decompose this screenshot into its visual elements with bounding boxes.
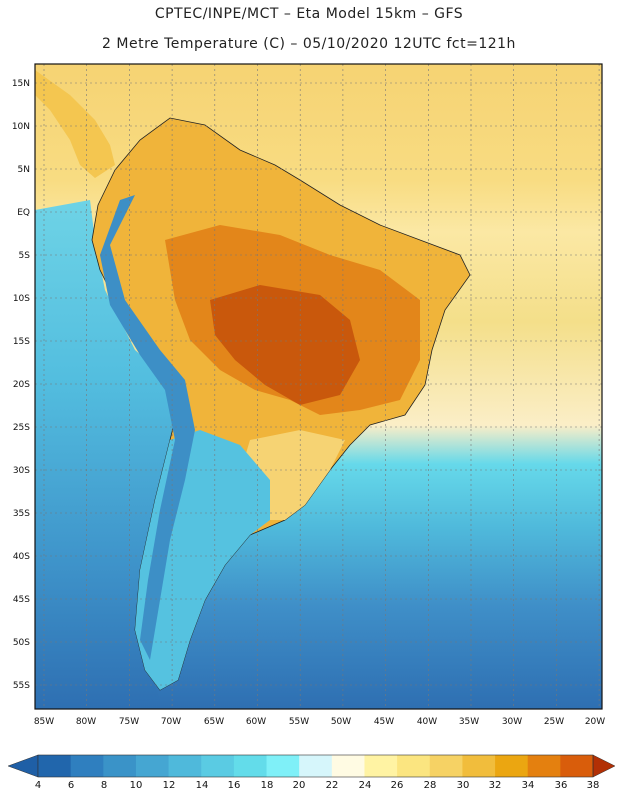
- colorbar-segment: [299, 755, 333, 777]
- longitude-labels: 85W 80W 75W 70W 65W 60W 55W 50W 45W 40W …: [34, 717, 605, 727]
- colorbar-over-arrow: [592, 754, 616, 778]
- temperature-colorbar: [7, 754, 616, 778]
- colorbar-segment: [233, 755, 268, 777]
- map-frame: [34, 63, 603, 710]
- colorbar-segment: [364, 755, 398, 777]
- lat-label-50s: 50S: [13, 638, 30, 648]
- lat-label-eq: EQ: [17, 208, 30, 218]
- colorbar-label-28: 28: [424, 780, 437, 791]
- colorbar-label-18: 18: [261, 780, 274, 791]
- lat-label-35s: 35S: [13, 509, 30, 519]
- colorbar-segment: [331, 755, 365, 777]
- colorbar-label-36: 36: [555, 780, 568, 791]
- colorbar-under-arrow: [7, 754, 39, 778]
- lon-label-80w: 80W: [76, 717, 96, 727]
- lon-label-35w: 35W: [459, 717, 479, 727]
- colorbar-label-12: 12: [163, 780, 176, 791]
- lon-label-85w: 85W: [34, 717, 54, 727]
- lon-label-30w: 30W: [502, 717, 522, 727]
- title-line-2: 2 Metre Temperature (C) – 05/10/2020 12U…: [102, 36, 516, 52]
- colorbar-label-32: 32: [489, 780, 502, 791]
- very-hot-core: [210, 285, 360, 405]
- colorbar-label-22: 22: [326, 780, 339, 791]
- colorbar-segment: [135, 755, 170, 777]
- lat-label-15n: 15N: [12, 79, 30, 89]
- colorbar-label-8: 8: [101, 780, 107, 791]
- colorbar-label-30: 30: [457, 780, 470, 791]
- colorbar-segment: [168, 755, 202, 777]
- colorbar-label-24: 24: [359, 780, 372, 791]
- lon-label-75w: 75W: [119, 717, 139, 727]
- lat-label-15s: 15S: [13, 337, 30, 347]
- lat-label-55s: 55S: [13, 681, 30, 691]
- colorbar-label-26: 26: [391, 780, 404, 791]
- colorbar-label-38: 38: [587, 780, 600, 791]
- lon-label-20w: 20W: [585, 717, 605, 727]
- colorbar-label-34: 34: [522, 780, 535, 791]
- colorbar-segment: [429, 755, 463, 777]
- lon-label-65w: 65W: [204, 717, 224, 727]
- colorbar-segment: [70, 755, 104, 777]
- lon-label-45w: 45W: [374, 717, 394, 727]
- colorbar-labels: 4 6 8 10 12 14 16 18 20 22 24 26 28 30 3…: [35, 780, 600, 791]
- lat-label-20s: 20S: [13, 380, 30, 390]
- colorbar-segment: [495, 755, 529, 777]
- colorbar-segment: [560, 755, 594, 777]
- lon-label-60w: 60W: [246, 717, 266, 727]
- latitude-labels: 15N 10N 5N EQ 5S 10S 15S 20S 25S 30S 35S…: [12, 79, 30, 691]
- lat-label-5n: 5N: [18, 165, 30, 175]
- colorbar-frame: [37, 754, 594, 778]
- colorbar-label-6: 6: [68, 780, 74, 791]
- colorbar-segment: [462, 755, 496, 777]
- lon-label-55w: 55W: [289, 717, 309, 727]
- lon-label-70w: 70W: [161, 717, 181, 727]
- lat-label-10n: 10N: [12, 122, 30, 132]
- colorbar-label-14: 14: [196, 780, 209, 791]
- colorbar-label-16: 16: [228, 780, 241, 791]
- colorbar-segment: [103, 755, 137, 777]
- colorbar-label-4: 4: [35, 780, 41, 791]
- lon-label-25w: 25W: [544, 717, 564, 727]
- lat-label-25s: 25S: [13, 423, 30, 433]
- lat-label-40s: 40S: [13, 552, 30, 562]
- andes-cold-strip: [100, 195, 195, 660]
- colorbar-segment: [201, 755, 235, 777]
- colorbar-segment: [38, 755, 72, 777]
- lon-label-50w: 50W: [331, 717, 351, 727]
- title-line-1: CPTEC/INPE/MCT – Eta Model 15km – GFS: [154, 6, 464, 22]
- lat-label-5s: 5S: [19, 251, 31, 261]
- lat-label-10s: 10S: [13, 294, 30, 304]
- colorbar-segment: [527, 755, 561, 777]
- colorbar-label-20: 20: [293, 780, 306, 791]
- colorbar-label-10: 10: [130, 780, 143, 791]
- lat-label-45s: 45S: [13, 595, 30, 605]
- central-america-land: [35, 70, 115, 178]
- lon-label-40w: 40W: [417, 717, 437, 727]
- colorbar-segment: [266, 755, 300, 777]
- lat-label-30s: 30S: [13, 466, 30, 476]
- colorbar-segment: [397, 755, 431, 777]
